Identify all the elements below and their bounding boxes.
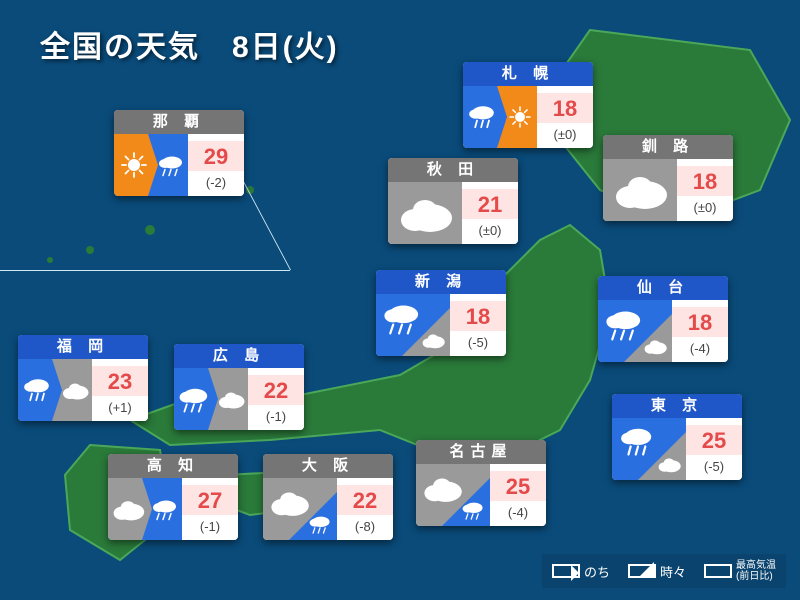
temp-diff: (-5) (468, 331, 488, 350)
forecast-card-sendai: 仙 台 18 (-4) (598, 276, 728, 362)
city-name: 札 幌 (463, 62, 593, 86)
high-temp: 18 (677, 166, 733, 196)
city-name: 新 潟 (376, 270, 506, 294)
high-temp: 23 (92, 366, 148, 396)
forecast-card-niigata: 新 潟 18 (-5) (376, 270, 506, 356)
legend-maxtemp: 最高気温 (前日比) (704, 560, 776, 582)
city-name: 名古屋 (416, 440, 546, 464)
temp-diff: (±0) (553, 123, 576, 142)
legend-tokidoki: 時々 (628, 562, 686, 581)
legend: のち 時々 最高気温 (前日比) (542, 554, 786, 588)
temp-diff: (-1) (200, 515, 220, 534)
forecast-card-akita: 秋 田 21 (±0) (388, 158, 518, 244)
city-name: 東 京 (612, 394, 742, 418)
temp-diff: (±0) (478, 219, 501, 238)
page-title: 全国の天気 8日(火) (40, 22, 339, 66)
temp-diff: (±0) (693, 196, 716, 215)
city-name: 那 覇 (114, 110, 244, 134)
forecast-card-kushiro: 釧 路 18 (±0) (603, 135, 733, 221)
temp-diff: (-4) (508, 501, 528, 520)
high-temp: 21 (462, 189, 518, 219)
temp-diff: (-5) (704, 455, 724, 474)
legend-nochi: のち (552, 562, 610, 581)
forecast-card-kochi: 高 知 27 (-1) (108, 454, 238, 540)
city-name: 高 知 (108, 454, 238, 478)
forecast-card-sapporo: 札 幌 18 (±0) (463, 62, 593, 148)
high-temp: 25 (490, 471, 546, 501)
city-name: 福 岡 (18, 335, 148, 359)
high-temp: 18 (450, 301, 506, 331)
city-name: 仙 台 (598, 276, 728, 300)
temp-diff: (-2) (206, 171, 226, 190)
forecast-card-fukuoka: 福 岡 23 (+1) (18, 335, 148, 421)
city-name: 釧 路 (603, 135, 733, 159)
forecast-card-osaka: 大 阪 22 (-8) (263, 454, 393, 540)
high-temp: 18 (537, 93, 593, 123)
temp-diff: (-1) (266, 405, 286, 424)
temp-diff: (-4) (690, 337, 710, 356)
forecast-card-nagoya: 名古屋 25 (-4) (416, 440, 546, 526)
high-temp: 22 (248, 375, 304, 405)
temp-diff: (-8) (355, 515, 375, 534)
city-name: 大 阪 (263, 454, 393, 478)
high-temp: 22 (337, 485, 393, 515)
forecast-card-tokyo: 東 京 25 (-5) (612, 394, 742, 480)
city-name: 秋 田 (388, 158, 518, 182)
high-temp: 25 (686, 425, 742, 455)
high-temp: 29 (188, 141, 244, 171)
forecast-card-hiroshima: 広 島 22 (-1) (174, 344, 304, 430)
forecast-card-naha: 那 覇 29 (-2) (114, 110, 244, 196)
temp-diff: (+1) (108, 396, 131, 415)
high-temp: 18 (672, 307, 728, 337)
city-name: 広 島 (174, 344, 304, 368)
high-temp: 27 (182, 485, 238, 515)
